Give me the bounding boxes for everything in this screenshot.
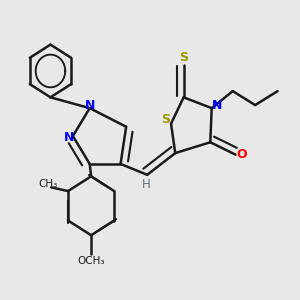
Text: N: N [212,99,222,112]
Text: OCH₃: OCH₃ [77,256,105,266]
Text: H: H [141,178,150,190]
Text: CH₃: CH₃ [38,179,58,189]
Text: O: O [236,148,247,161]
Text: S: S [161,112,170,125]
Text: N: N [85,99,95,112]
Text: N: N [64,131,74,144]
Text: S: S [179,51,188,64]
